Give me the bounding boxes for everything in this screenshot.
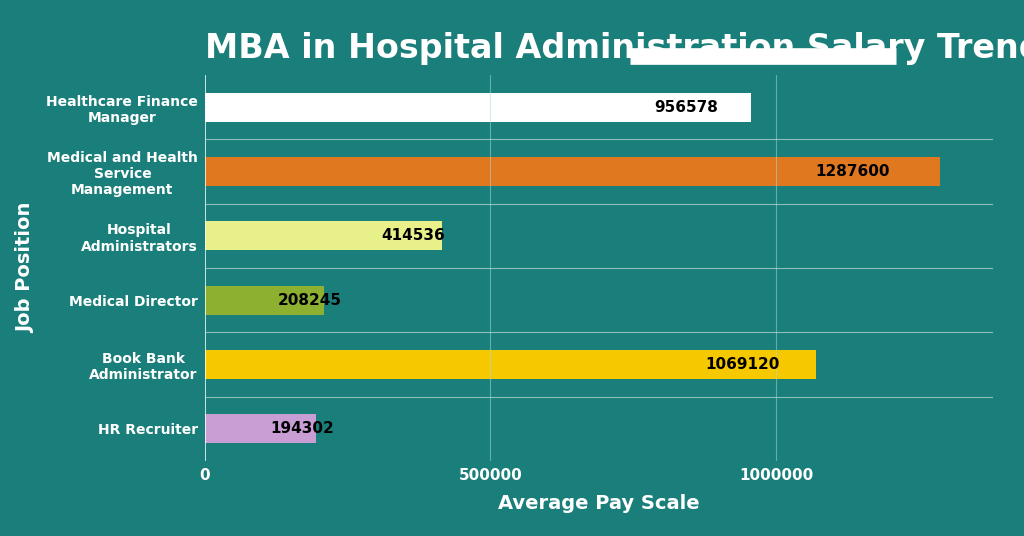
Text: 414536: 414536 — [381, 228, 445, 243]
Text: MBA in Hospital Administration Salary Trends: MBA in Hospital Administration Salary Tr… — [205, 32, 1024, 65]
X-axis label: Average Pay Scale: Average Pay Scale — [499, 494, 699, 513]
Bar — [205, 93, 752, 122]
Y-axis label: Job Position: Job Position — [15, 203, 35, 333]
Bar — [205, 221, 441, 250]
Bar — [205, 157, 940, 186]
Bar — [205, 286, 324, 315]
Text: 208245: 208245 — [278, 293, 342, 308]
Text: 956578: 956578 — [654, 100, 718, 115]
Text: 1069120: 1069120 — [706, 357, 779, 372]
Text: 1287600: 1287600 — [815, 164, 890, 179]
Bar — [205, 414, 315, 443]
Bar — [205, 350, 816, 379]
Text: 194302: 194302 — [270, 421, 335, 436]
